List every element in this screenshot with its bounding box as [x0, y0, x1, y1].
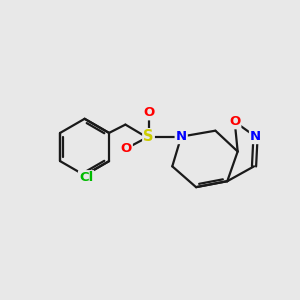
Text: Cl: Cl [79, 171, 93, 184]
Text: O: O [229, 115, 240, 128]
Text: N: N [176, 130, 187, 143]
Text: O: O [121, 142, 132, 155]
Text: N: N [250, 130, 261, 143]
Text: O: O [143, 106, 154, 119]
Text: S: S [143, 129, 154, 144]
